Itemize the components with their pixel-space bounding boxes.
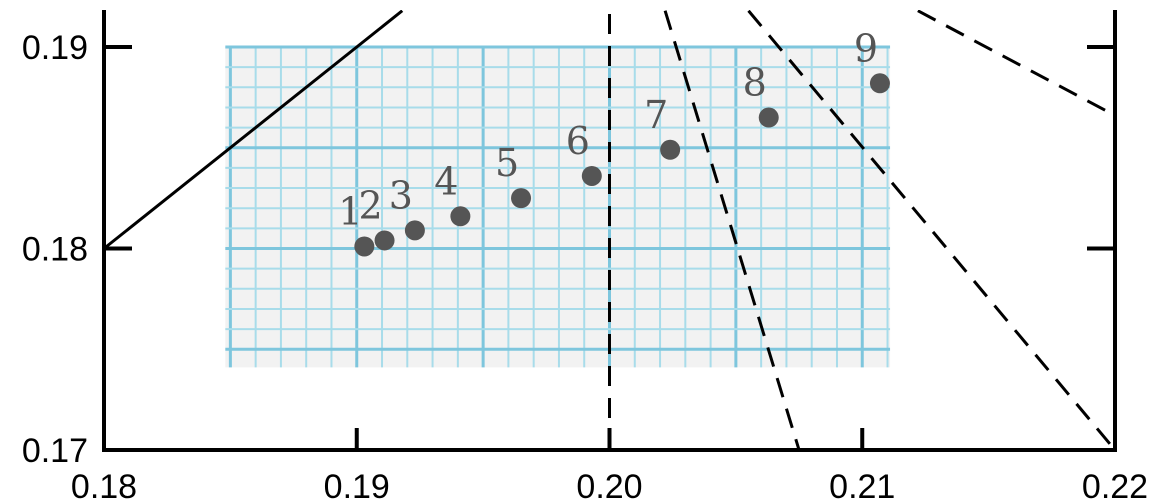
point-label-9: 9 (854, 26, 878, 70)
x-tick-label: 0.22 (1082, 468, 1148, 504)
data-point-2 (374, 230, 395, 251)
reference-line-solid (104, 10, 404, 250)
data-point-7 (660, 139, 681, 160)
grid-overlay (225, 45, 891, 368)
point-label-7: 7 (644, 93, 668, 137)
reference-line-dashed (663, 10, 801, 450)
y-tick-label: 0.17 (22, 432, 88, 470)
reference-line-dashed (917, 10, 1115, 117)
point-label-4: 4 (434, 159, 458, 203)
data-point-4 (450, 206, 471, 227)
point-label-8: 8 (743, 61, 767, 105)
point-label-6: 6 (566, 119, 590, 163)
x-tick-label: 0.19 (324, 468, 390, 504)
point-label-2: 2 (358, 183, 382, 227)
point-label-3: 3 (389, 173, 413, 217)
data-point-1 (354, 236, 375, 257)
data-point-6 (581, 165, 602, 186)
y-tick-label: 0.19 (22, 29, 88, 67)
data-point-8 (758, 107, 779, 128)
y-tick-label: 0.18 (22, 231, 88, 269)
data-point-5 (511, 188, 532, 209)
point-label-5: 5 (495, 141, 519, 185)
x-tick-label: 0.18 (71, 468, 137, 504)
x-tick-label: 0.21 (829, 468, 895, 504)
x-tick-label: 0.20 (576, 468, 642, 504)
point-label-1: 1 (338, 189, 362, 233)
reference-lines (104, 10, 1115, 450)
axes: 0.18 0.19 0.20 0.21 0.220.170.180.19 (22, 10, 1148, 504)
data-point-3 (404, 220, 425, 241)
data-point-9 (869, 73, 890, 94)
data-points: 12 3 4 5 6 7 8 9 (338, 26, 890, 257)
grid-background (225, 47, 891, 368)
